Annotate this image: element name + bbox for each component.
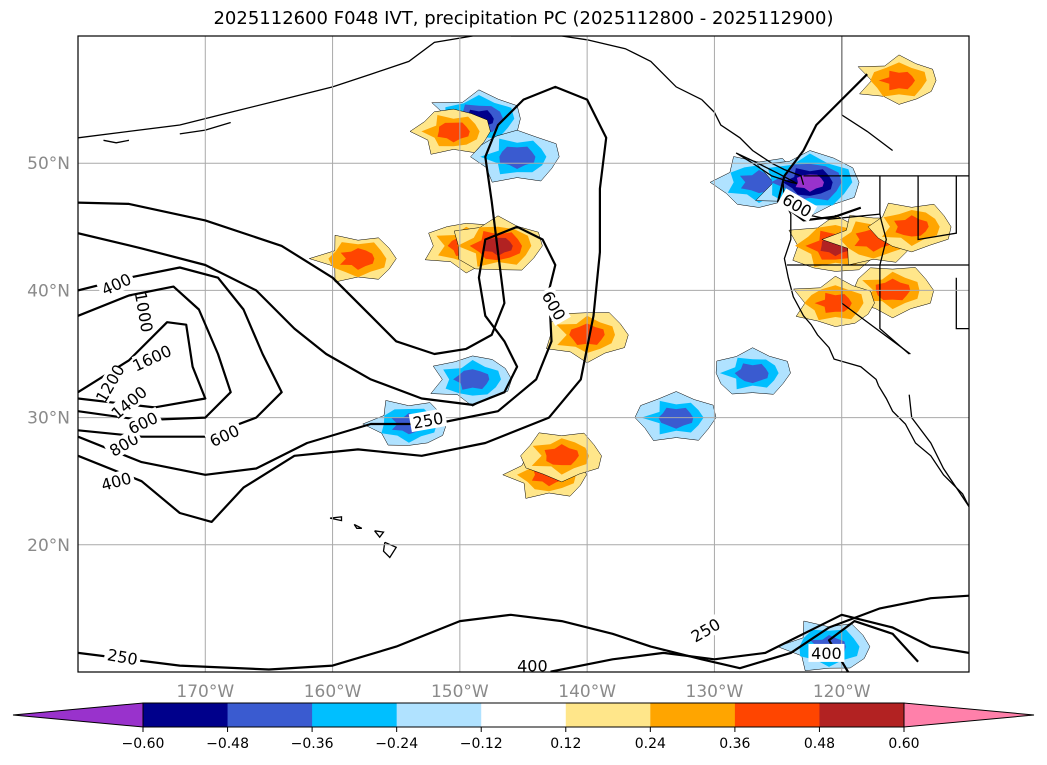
colorbar-segment — [819, 703, 905, 727]
colorbar-tick-label: 0.48 — [804, 736, 835, 752]
ivt-contour — [78, 225, 557, 476]
colorbar-tick-label: −0.60 — [122, 736, 165, 752]
lon-tick-label: 140°W — [558, 682, 616, 702]
colorbar-segment — [143, 703, 229, 727]
lat-tick-label: 30°N — [27, 409, 70, 429]
coastline — [917, 175, 957, 241]
colorbar-tick-label: 0.12 — [550, 736, 581, 752]
colorbar-tick-label: 0.24 — [635, 736, 666, 752]
contour-label-bg — [109, 383, 149, 421]
coastline — [908, 394, 969, 507]
coastline — [353, 523, 363, 529]
lon-tick-label: 150°W — [431, 682, 489, 702]
ivt-contour — [777, 73, 868, 222]
ivt-contour — [78, 266, 283, 438]
colorbar-tick-label: 0.60 — [888, 736, 919, 752]
map-background — [78, 36, 969, 672]
colorbar-segment — [312, 703, 398, 727]
lon-tick-label: 120°W — [813, 682, 871, 702]
colorbar-extend-min — [12, 702, 144, 728]
contour-label: 400 — [811, 644, 842, 663]
lat-tick-label: 50°N — [27, 154, 70, 174]
colorbar-tick-label: −0.36 — [291, 736, 334, 752]
precip-region — [795, 174, 824, 192]
colorbar-segment — [565, 703, 651, 727]
contour-label-bg — [777, 188, 818, 222]
colorbar-extend-max — [903, 702, 1035, 728]
colorbar-segment — [734, 703, 820, 727]
contour-label-bg — [537, 285, 571, 326]
precip-region — [878, 70, 915, 91]
contour-label-bg — [103, 644, 142, 669]
precip-region — [453, 369, 490, 390]
contour-label-bg — [685, 613, 726, 647]
precip-region — [437, 122, 470, 143]
contour-label-bg — [408, 408, 448, 433]
colorbar-tick-label: −0.24 — [375, 736, 418, 752]
contour-label-bg — [96, 268, 137, 300]
coastline — [701, 99, 805, 185]
ivt-contour — [548, 613, 969, 672]
coastline — [382, 541, 398, 559]
colorbar-segment — [227, 703, 313, 727]
coastline — [78, 36, 473, 139]
contour-label-bg — [808, 643, 845, 662]
contour-label-bg — [96, 467, 136, 495]
ivt-contour — [78, 321, 207, 409]
coastline — [955, 277, 969, 330]
precip-region — [340, 248, 375, 270]
contour-label: 400 — [517, 657, 548, 676]
contour-label-bg — [204, 419, 245, 452]
precip-region — [894, 215, 929, 237]
precip-region — [734, 363, 769, 384]
chart-title: 2025112600 F048 IVT, precipitation PC (2… — [213, 8, 834, 29]
lon-tick-label: 170°W — [176, 682, 234, 702]
map-frame — [77, 35, 970, 673]
contour-label-bg — [132, 292, 157, 332]
coastline — [329, 516, 343, 522]
lon-tick-label: 160°W — [304, 682, 362, 702]
contour-label-bg — [93, 363, 127, 404]
colorbar-tick-label: 0.36 — [719, 736, 750, 752]
contour-label-bg — [131, 342, 172, 374]
coastline — [103, 139, 130, 144]
ivt-contour — [78, 285, 232, 422]
colorbar-tick-label: −0.48 — [206, 736, 249, 752]
coastline — [374, 530, 385, 539]
coastline — [510, 36, 702, 101]
colorbar-outline — [142, 702, 905, 728]
colorbar-segment — [396, 703, 482, 727]
contour-label-bg — [514, 656, 551, 675]
ivt-contour — [78, 85, 608, 523]
precip-region — [814, 292, 852, 313]
colorbar-segment — [650, 703, 736, 727]
ivt-contour — [78, 594, 969, 671]
contour-label-bg — [122, 406, 164, 439]
lat-tick-label: 40°N — [27, 281, 70, 301]
lon-tick-label: 130°W — [686, 682, 744, 702]
precip-region — [658, 407, 694, 429]
coastline — [782, 183, 880, 387]
precip-region — [544, 444, 579, 466]
precip-region — [875, 278, 911, 301]
colorbar-segment — [481, 703, 567, 727]
colorbar-tick-label: −0.12 — [460, 736, 503, 752]
lat-tick-label: 20°N — [27, 536, 70, 556]
